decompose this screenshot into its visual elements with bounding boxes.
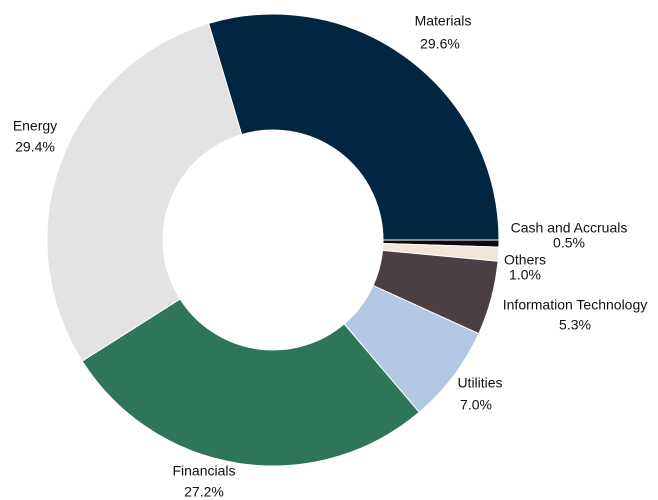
slice [46,22,243,362]
slice-value-label: 1.0% [509,267,541,283]
slice [207,13,500,241]
slice-value-label: 27.2% [184,484,224,500]
slice-label: Cash and Accruals [511,220,628,236]
slice-label: Energy [13,118,57,134]
slice [81,298,420,467]
slice-value-label: 29.4% [15,139,55,155]
slice-label: Materials [415,13,472,29]
slice-label: Financials [172,463,235,479]
slice-label: Utilities [457,375,502,391]
slice-value-label: 5.3% [559,317,591,333]
slice-value-label: 0.5% [553,235,585,251]
slice-value-label: 29.6% [420,36,460,52]
slice-label: Others [504,252,546,268]
slice-value-label: 7.0% [460,397,492,413]
slice-label: Information Technology [503,297,648,313]
